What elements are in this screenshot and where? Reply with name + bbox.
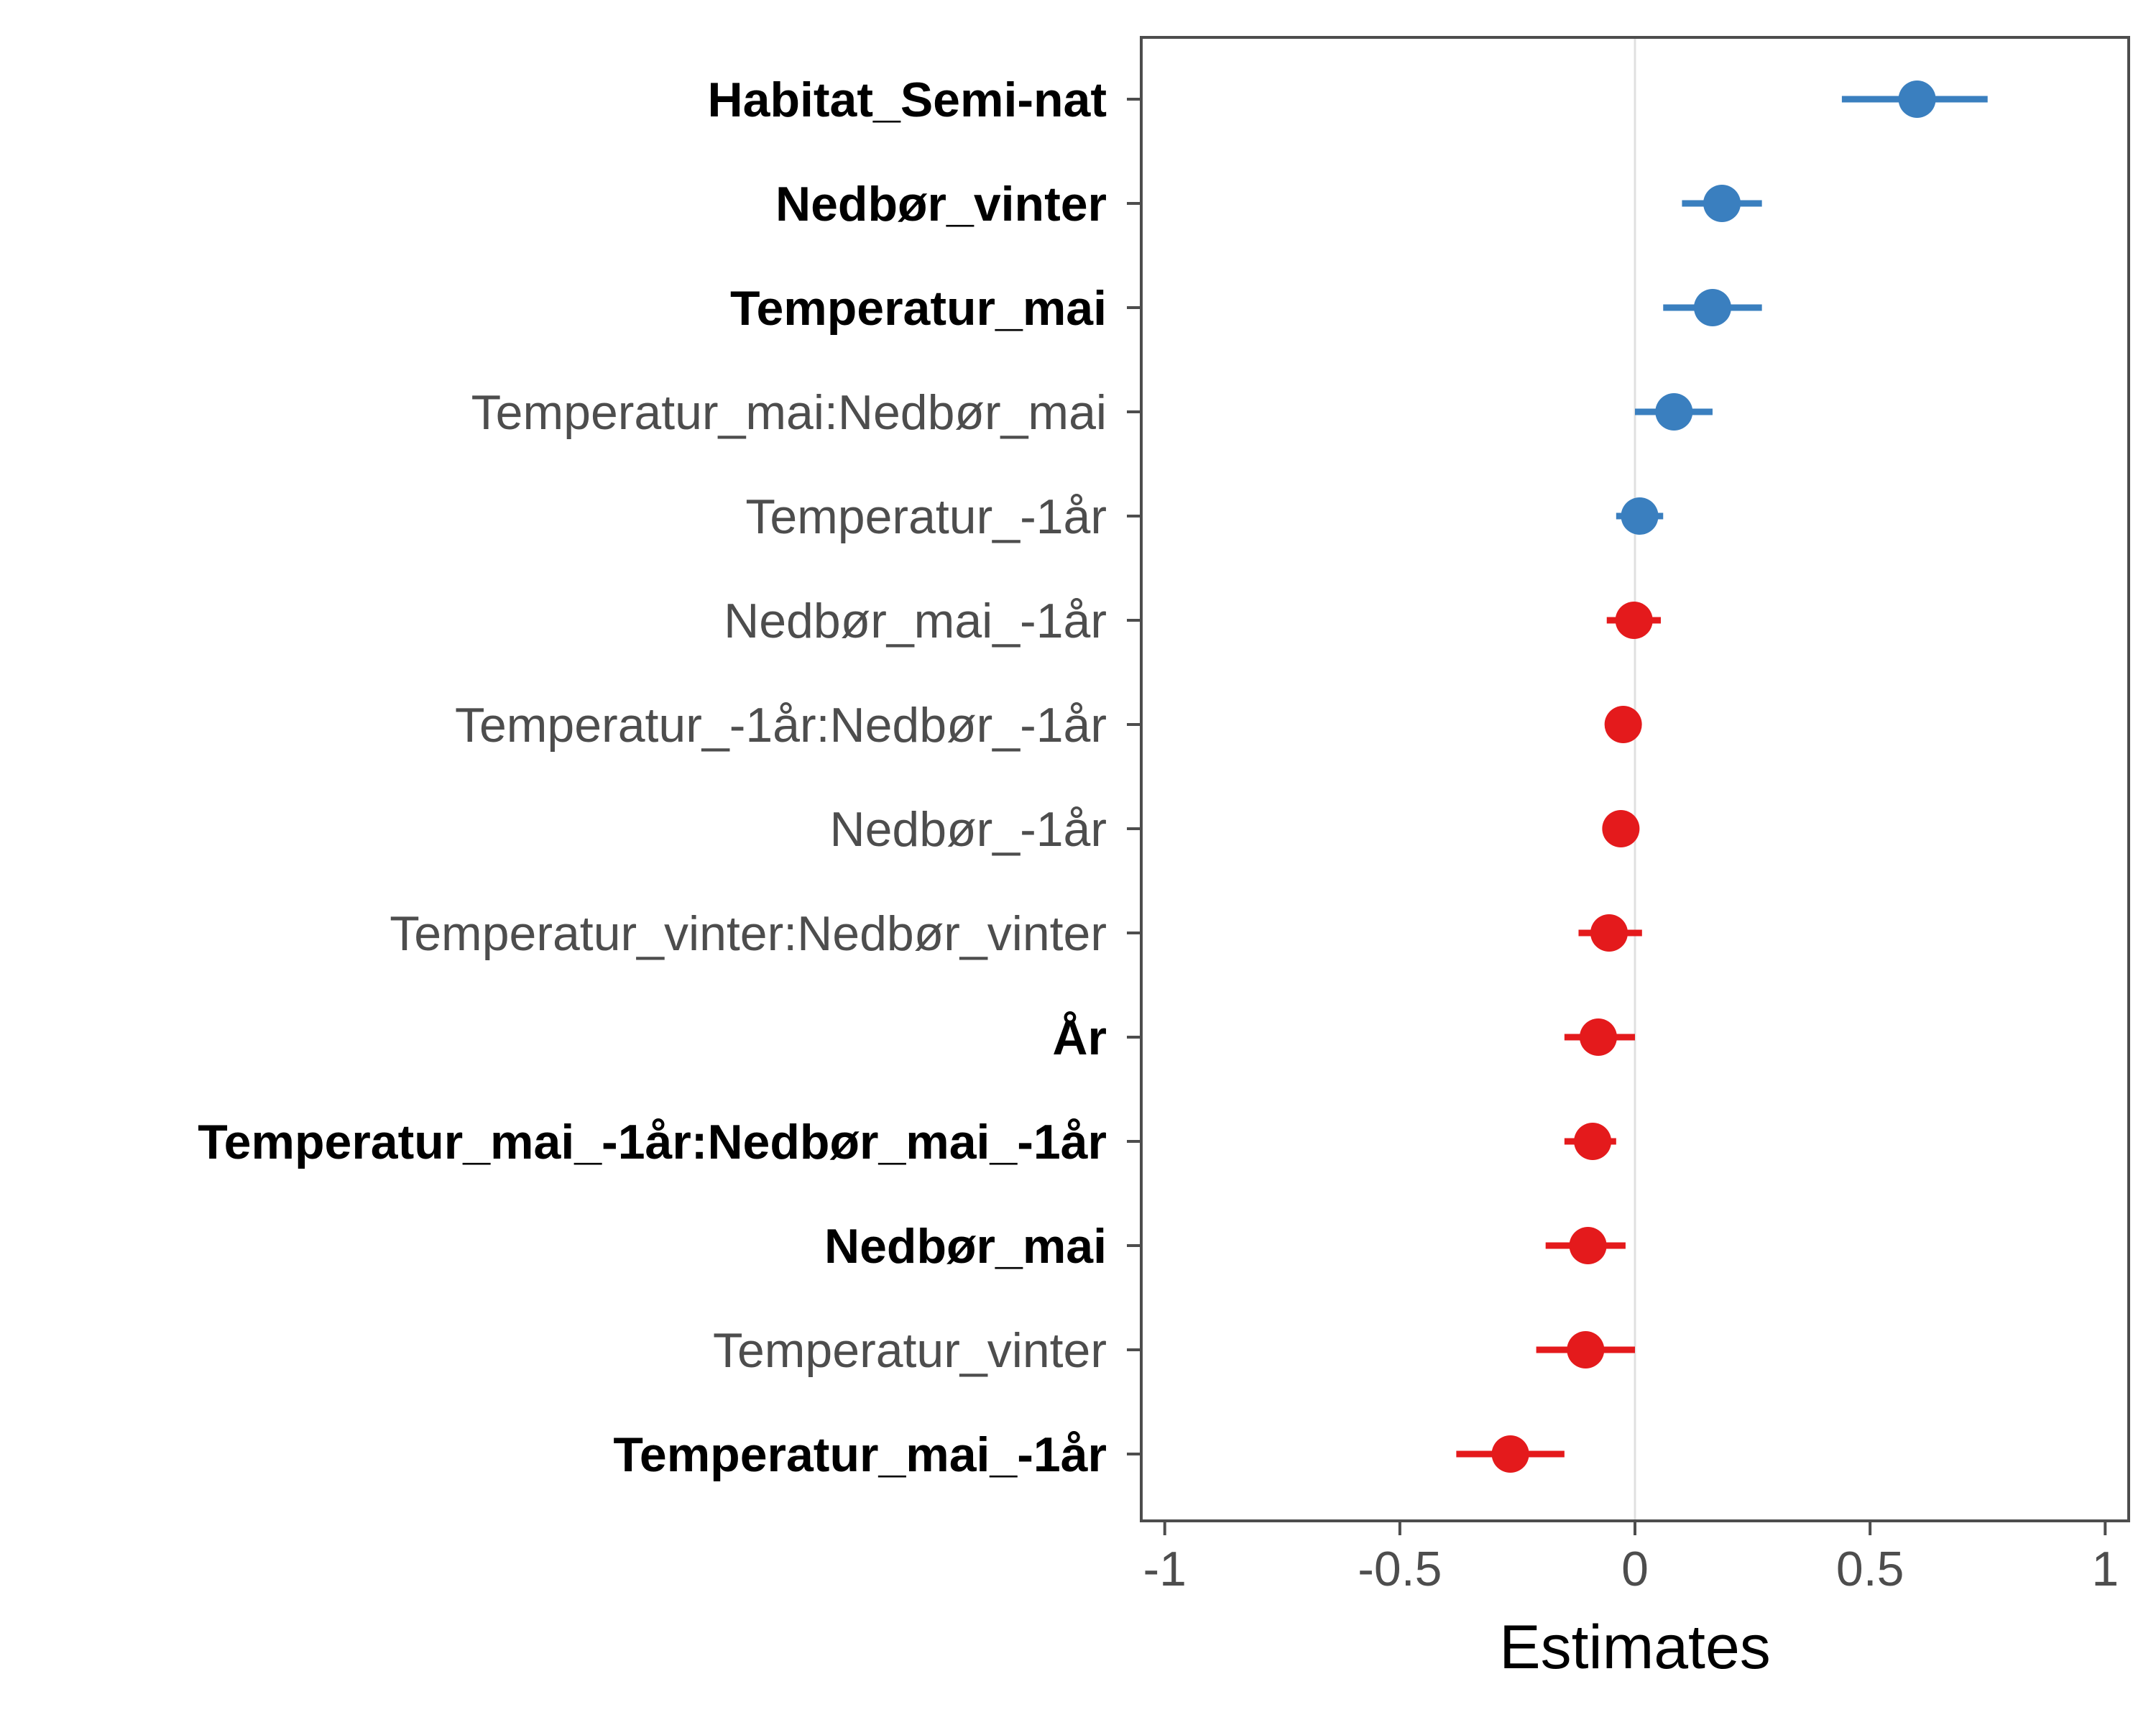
y-term-label: Temperatur_mai_-1år:Nedbør_mai_-1år [198,1115,1107,1169]
estimate-point [1491,1435,1529,1473]
estimate-point [1569,1227,1607,1264]
y-term-label: Temperatur_mai [730,281,1107,336]
plot-panel-border [1140,36,2130,1522]
y-axis: Habitat_Semi-nat Nedbør_vinter Temperatur_… [198,73,1141,1482]
y-term-label: Nedbør_vinter [775,177,1107,231]
x-axis: -1 -0.5 0 0.5 1 [1143,1521,2119,1596]
y-term-label: Temperatur_vinter:Nedbør_vinter [390,906,1107,961]
y-term-label: Temperatur_-1år:Nedbør_-1år [455,698,1107,753]
y-term-label: År [1052,1011,1107,1065]
estimate-point [1655,393,1693,431]
estimate-point [1590,914,1628,952]
estimate-point [1615,602,1653,639]
estimate-point [1579,1018,1617,1056]
x-tick-label: 0 [1621,1542,1649,1596]
estimate-point [1898,80,1936,118]
estimates-layer [1456,80,1988,1473]
estimate-point [1693,289,1731,326]
y-term-label: Habitat_Semi-nat [708,73,1107,127]
estimate-point [1602,810,1640,847]
x-tick-label: 1 [2091,1542,2119,1596]
y-term-label: Nedbør_mai [824,1219,1107,1274]
x-tick-label: 0.5 [1836,1542,1904,1596]
x-axis-title: Estimates [1499,1613,1771,1682]
y-term-label: Temperatur_mai:Nedbør_mai [471,385,1107,440]
y-term-label: Nedbør_-1år [830,802,1107,857]
estimate-point [1604,706,1642,743]
x-tick-label: -1 [1143,1542,1186,1596]
y-term-label: Temperatur_vinter [713,1323,1107,1378]
estimate-point [1567,1331,1605,1368]
y-term-label: Nedbør_mai_-1år [724,594,1107,648]
y-term-label: Temperatur_mai_-1år [613,1427,1107,1482]
estimate-point [1621,497,1659,535]
x-tick-label: -0.5 [1358,1542,1442,1596]
estimate-point [1574,1123,1612,1160]
y-term-label: Temperatur_-1år [745,489,1107,544]
estimate-point [1703,185,1741,222]
